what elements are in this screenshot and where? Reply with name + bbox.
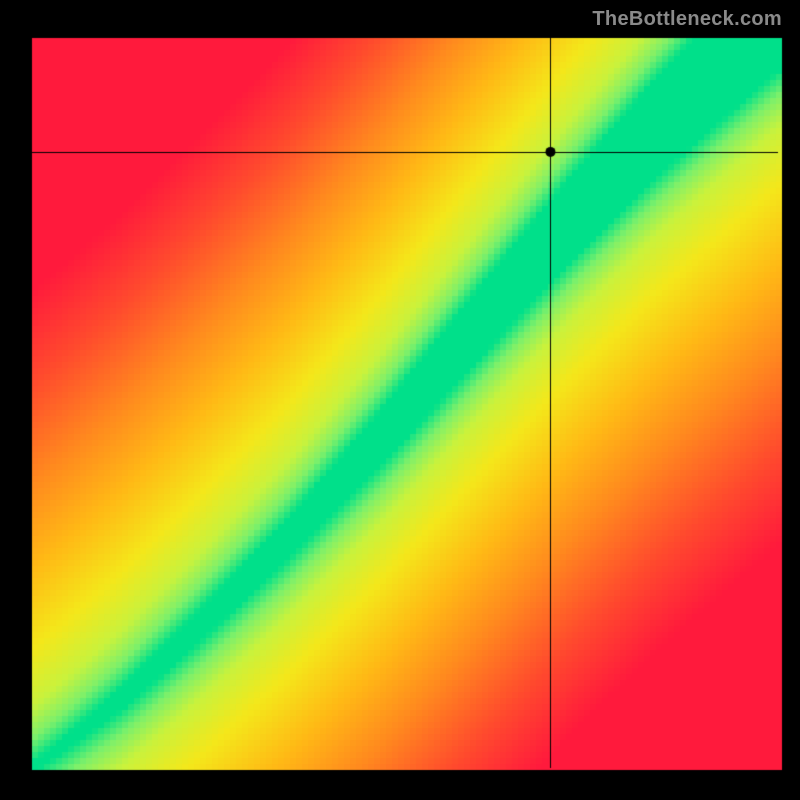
- bottleneck-heatmap-canvas: [0, 0, 800, 800]
- chart-container: TheBottleneck.com: [0, 0, 800, 800]
- watermark-text: TheBottleneck.com: [592, 8, 782, 31]
